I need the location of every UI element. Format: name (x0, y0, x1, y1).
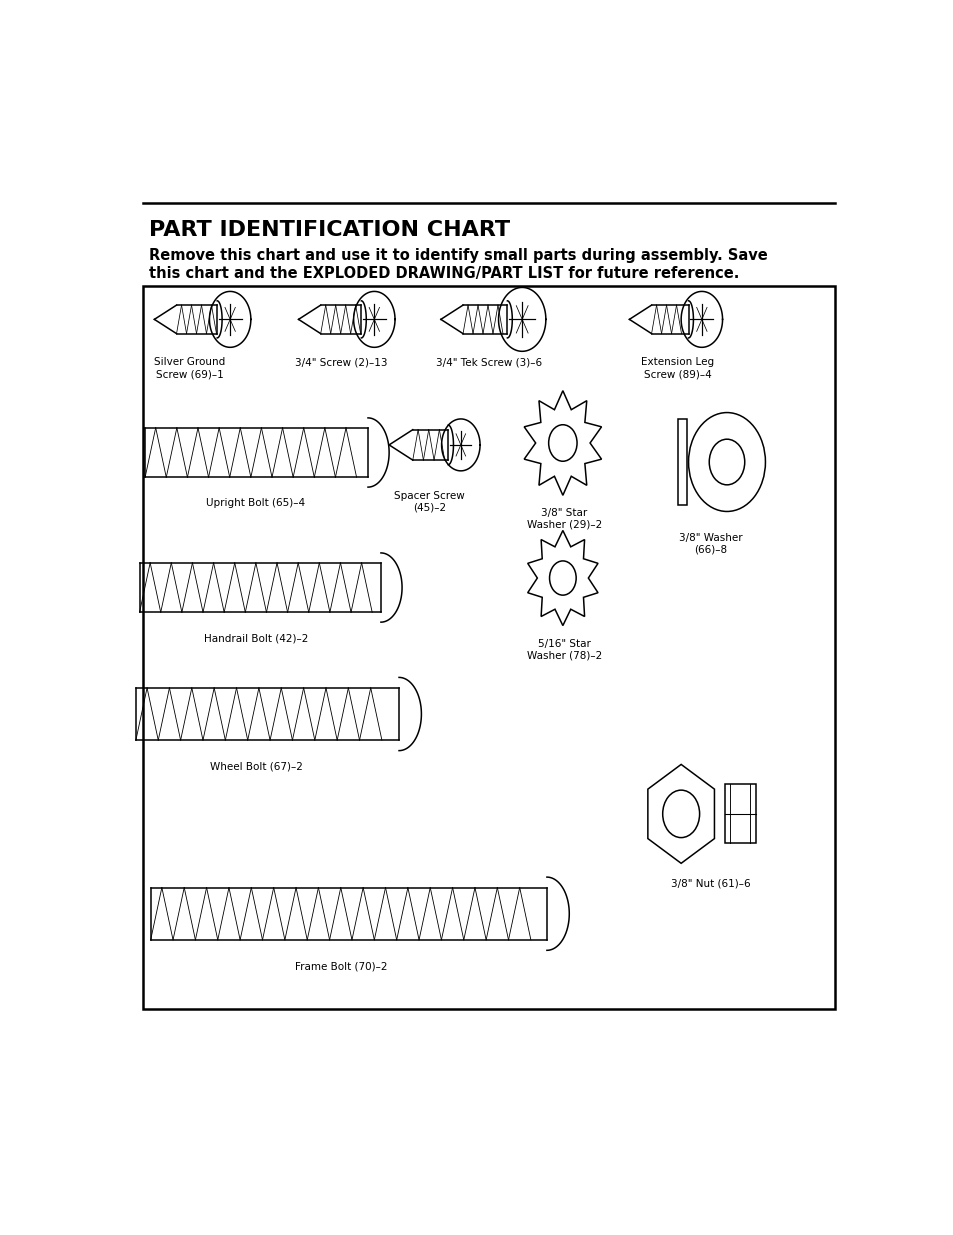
Text: Spacer Screw
(45)–2: Spacer Screw (45)–2 (394, 490, 465, 513)
Text: Upright Bolt (65)–4: Upright Bolt (65)–4 (206, 498, 305, 508)
Bar (724, 784, 755, 844)
FancyBboxPatch shape (143, 287, 834, 1009)
Text: 3/4" Tek Screw (3)–6: 3/4" Tek Screw (3)–6 (436, 357, 541, 367)
Text: Silver Ground
Screw (69)–1: Silver Ground Screw (69)–1 (153, 357, 225, 379)
Text: 3/8" Star
Washer (29)–2: 3/8" Star Washer (29)–2 (526, 508, 601, 530)
Text: Extension Leg
Screw (89)–4: Extension Leg Screw (89)–4 (640, 357, 713, 379)
Text: Wheel Bolt (67)–2: Wheel Bolt (67)–2 (210, 762, 302, 772)
Text: 3/8" Nut (61)–6: 3/8" Nut (61)–6 (670, 878, 750, 888)
Text: 3/8" Washer
(66)–8: 3/8" Washer (66)–8 (679, 534, 741, 555)
Text: Remove this chart and use it to identify small parts during assembly. Save: Remove this chart and use it to identify… (149, 248, 767, 263)
Text: 5/16" Star
Washer (78)–2: 5/16" Star Washer (78)–2 (526, 638, 601, 661)
Text: this chart and the EXPLODED DRAWING/PART LIST for future reference.: this chart and the EXPLODED DRAWING/PART… (149, 266, 739, 282)
Text: 3/4" Screw (2)–13: 3/4" Screw (2)–13 (294, 357, 387, 367)
Text: Handrail Bolt (42)–2: Handrail Bolt (42)–2 (204, 634, 308, 643)
Text: PART IDENTIFICATION CHART: PART IDENTIFICATION CHART (149, 220, 510, 240)
Text: Frame Bolt (70)–2: Frame Bolt (70)–2 (294, 961, 387, 971)
Bar (678, 419, 687, 505)
